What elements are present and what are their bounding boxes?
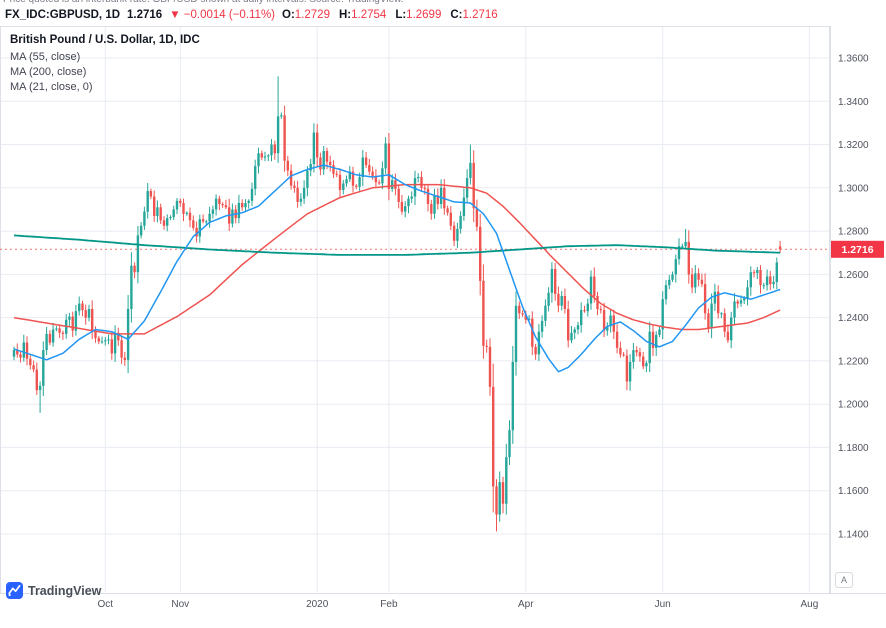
svg-text:1.2800: 1.2800: [838, 227, 869, 238]
svg-text:1.2716: 1.2716: [841, 244, 873, 256]
svg-text:1.2600: 1.2600: [838, 270, 869, 281]
svg-text:Aug: Aug: [801, 599, 819, 610]
price-change: ▼ −0.0014 (−0.11%): [169, 9, 276, 21]
candles-layer: [12, 76, 782, 532]
tradingview-logo[interactable]: TradingView: [6, 582, 101, 599]
svg-text:Oct: Oct: [98, 599, 114, 610]
low-value: L:1.2699: [395, 9, 442, 21]
svg-text:Nov: Nov: [171, 599, 189, 610]
svg-text:1.1600: 1.1600: [838, 486, 869, 497]
svg-text:1.3000: 1.3000: [838, 183, 869, 194]
high-value: H:1.2754: [338, 9, 387, 21]
last-price-badge: 1.2716: [831, 240, 884, 258]
last-price: 1.2716: [127, 9, 163, 21]
ma-200-line: [13, 234, 781, 256]
cropped-caption-text: Price quoted is an interbank rate. GBP/U…: [3, 0, 723, 5]
svg-text:1.2200: 1.2200: [838, 356, 869, 367]
tradingview-icon: [6, 582, 23, 599]
plot-background: [0, 26, 830, 594]
symbol-name: FX_IDC:GBPUSD, 1D: [5, 9, 121, 21]
svg-text:Apr: Apr: [518, 599, 534, 610]
cropped-caption: Price quoted is an interbank rate. GBP/U…: [3, 0, 723, 7]
auto-scale-button[interactable]: A: [835, 572, 853, 588]
svg-text:Jun: Jun: [655, 599, 671, 610]
svg-text:1.1800: 1.1800: [838, 443, 869, 454]
price-axis[interactable]: 1.3600 1.3400 1.3200 1.3000 1.2800 1.2600 1.24…: [838, 54, 869, 541]
svg-text:1.2000: 1.2000: [838, 400, 869, 411]
svg-text:Feb: Feb: [380, 599, 398, 610]
svg-text:2020: 2020: [306, 599, 329, 610]
ohlc-values: O:1.2729 H:1.2754 L:1.2699 C:1.2716: [282, 9, 498, 21]
svg-text:1.2400: 1.2400: [838, 313, 869, 324]
symbol-info-bar: FX_IDC:GBPUSD, 1D 1.2716 ▼ −0.0014 (−0.1…: [5, 9, 498, 21]
svg-text:1.3600: 1.3600: [838, 54, 869, 65]
close-value: C:1.2716: [450, 9, 498, 21]
chart-area: 1.3600 1.3400 1.3200 1.3000 1.2800 1.2600 1.24…: [0, 26, 886, 626]
svg-text:1.3400: 1.3400: [838, 97, 869, 108]
ma-55-line: [13, 183, 781, 335]
tradingview-wordmark: TradingView: [28, 583, 102, 598]
svg-text:1.1400: 1.1400: [838, 530, 869, 541]
candlestick-chart[interactable]: 1.3600 1.3400 1.3200 1.3000 1.2800 1.2600 1.24…: [0, 26, 886, 626]
time-axis[interactable]: Oct Nov 2020 Feb Apr Jun Aug: [98, 599, 819, 610]
svg-text:1.3200: 1.3200: [838, 140, 869, 151]
open-value: O:1.2729: [282, 9, 330, 21]
ma-21-line: [13, 164, 781, 373]
